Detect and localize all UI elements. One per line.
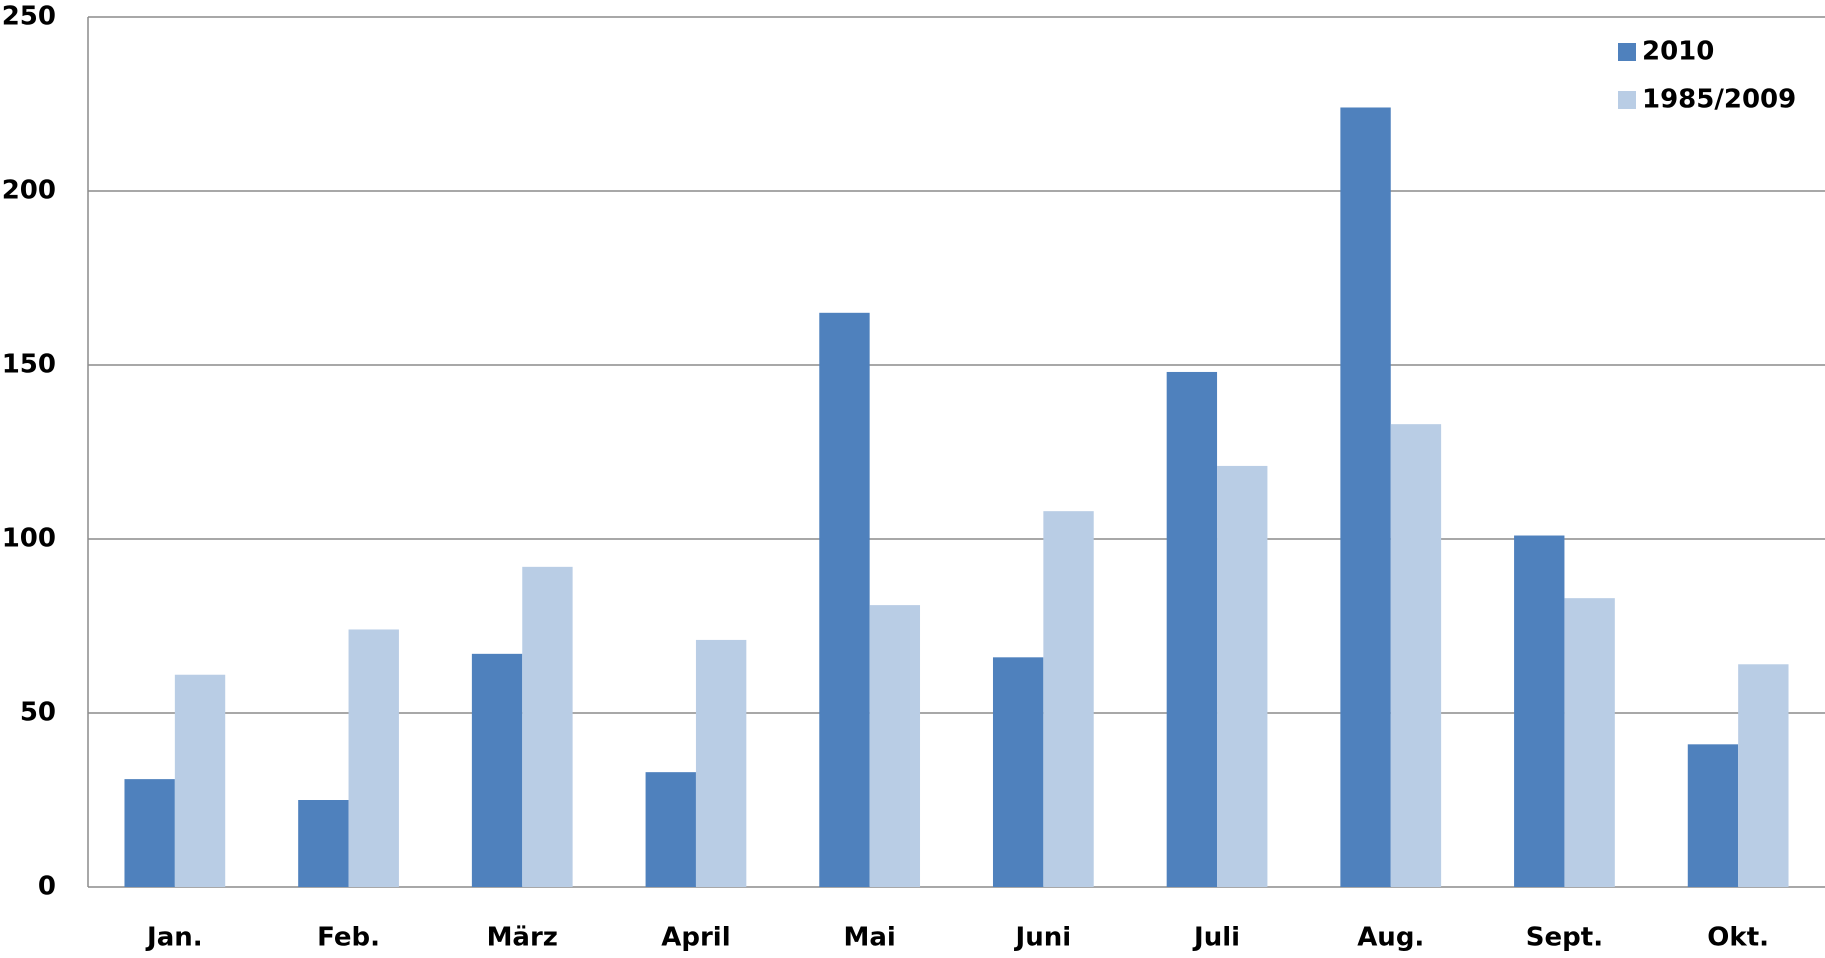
x-tick-label: Sept. (1526, 923, 1603, 953)
y-tick-label: 250 (2, 2, 56, 32)
legend-swatch (1618, 91, 1636, 109)
legend-label: 2010 (1642, 37, 1714, 67)
bar (298, 800, 349, 887)
x-tick-label: Aug. (1357, 923, 1424, 953)
bar (869, 605, 921, 887)
bar (1687, 744, 1739, 887)
x-tick-label: Okt. (1707, 923, 1769, 953)
x-tick-label: Juni (1014, 923, 1072, 953)
bar (992, 657, 1044, 887)
bar (1043, 511, 1094, 887)
x-tick-label: Juli (1192, 923, 1240, 953)
legend-label: 1985/2009 (1642, 85, 1796, 115)
bar (124, 779, 175, 887)
x-tick-label: Mai (843, 923, 895, 953)
bar (174, 674, 226, 887)
y-tick-label: 0 (38, 872, 56, 902)
bar (819, 312, 870, 887)
y-tick-label: 50 (20, 698, 56, 728)
bar (1514, 535, 1565, 887)
bar (522, 566, 573, 887)
y-tick-label: 100 (2, 524, 56, 554)
bar (1738, 664, 1789, 887)
x-tick-label: Jan. (145, 923, 203, 953)
x-tick-label: Feb. (317, 923, 380, 953)
bar (1217, 465, 1268, 887)
bar (695, 639, 747, 887)
bar (471, 653, 523, 887)
bar (1166, 371, 1218, 888)
bar (1564, 598, 1615, 887)
y-tick-label: 150 (2, 350, 56, 380)
bar (1390, 424, 1442, 887)
x-tick-label: März (487, 923, 558, 953)
bar (348, 629, 399, 887)
legend-swatch (1618, 43, 1636, 61)
y-tick-label: 200 (2, 176, 56, 206)
x-tick-label: April (661, 923, 730, 953)
bar (1340, 107, 1391, 888)
bar (645, 772, 696, 887)
